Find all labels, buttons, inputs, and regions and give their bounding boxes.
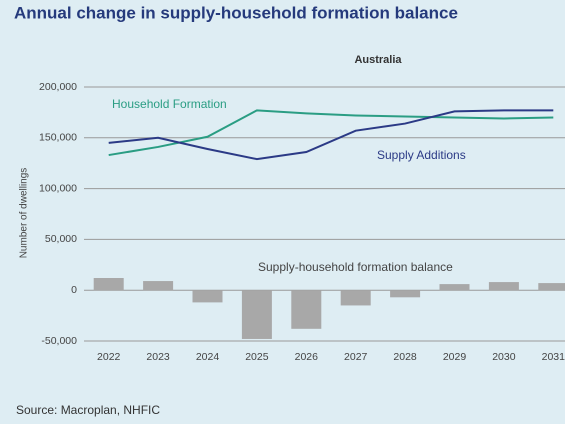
y-tick-label: 150,000 — [39, 132, 77, 144]
bar — [488, 282, 519, 291]
x-tick-label: 2028 — [393, 351, 417, 363]
bar — [291, 290, 322, 329]
x-tick-label: 2022 — [97, 351, 121, 363]
y-tick-label: -50,000 — [41, 335, 77, 347]
bar — [340, 290, 371, 306]
bar — [192, 290, 223, 303]
bar — [538, 283, 565, 291]
line — [108, 109, 554, 161]
y-tick-label: 50,000 — [45, 233, 77, 245]
bar — [241, 290, 272, 339]
x-tick-label: 2025 — [245, 351, 269, 363]
x-tick-label: 2030 — [492, 351, 516, 363]
line — [108, 109, 554, 157]
source: Source: Macroplan, NHFIC — [16, 403, 160, 417]
bar — [143, 281, 174, 291]
bar — [93, 278, 124, 291]
x-tick-label: 2029 — [443, 351, 467, 363]
y-tick-label: 200,000 — [39, 81, 77, 93]
chart-subtitle: Australia — [354, 54, 402, 66]
x-tick-label: 2031 — [542, 351, 565, 363]
x-tick-label: 2024 — [196, 351, 220, 363]
x-tick-label: 2026 — [295, 351, 319, 363]
series-label: Supply-household formation balance — [258, 260, 453, 274]
series-label: Household Formation — [112, 97, 227, 111]
chart-title: Annual change in supply-household format… — [14, 3, 458, 22]
y-axis-label: Number of dwellings — [19, 168, 30, 259]
x-tick-label: 2023 — [146, 351, 170, 363]
bar — [390, 290, 421, 298]
bar — [439, 284, 470, 291]
x-tick-label: 2027 — [344, 351, 368, 363]
y-tick-label: 0 — [71, 284, 77, 296]
y-tick-label: 100,000 — [39, 182, 77, 194]
series-label: Supply Additions — [377, 148, 466, 162]
